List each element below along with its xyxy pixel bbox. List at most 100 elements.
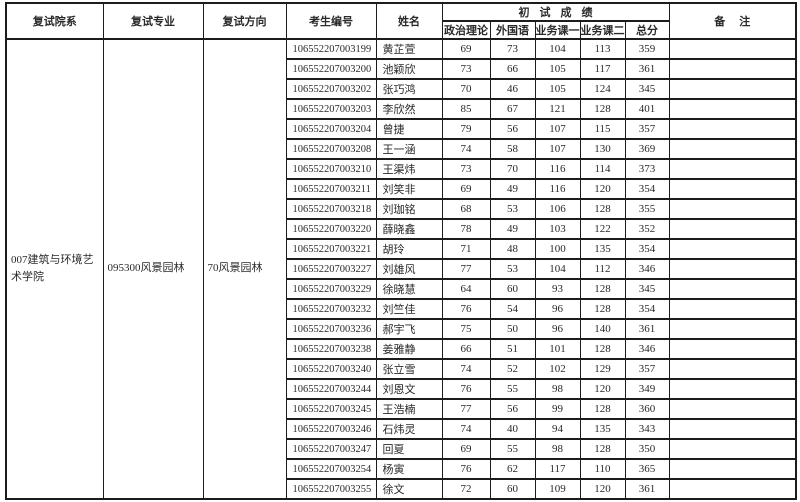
table-row: 106552207003229 徐晓慧 64 60 93 128 345 — [6, 278, 797, 300]
candidate-no-cell: 106552207003229 — [285, 278, 377, 300]
name-cell: 姜雅静 — [375, 338, 443, 360]
total-score-cell: 346 — [624, 338, 670, 360]
name-cell: 刘笑非 — [375, 178, 443, 200]
table-row: 106552207003236 郝宇飞 75 50 96 140 361 — [6, 318, 797, 340]
foreign-language-score-cell: 49 — [489, 178, 536, 200]
politics-score-cell: 77 — [441, 258, 491, 280]
foreign-language-score-cell: 54 — [489, 298, 536, 320]
remark-cell — [668, 318, 797, 340]
candidate-no-cell: 106552207003254 — [285, 458, 377, 480]
name-cell: 王渠炜 — [375, 158, 443, 180]
politics-score-cell: 77 — [441, 398, 491, 420]
total-score-cell: 361 — [624, 478, 670, 500]
remark-cell — [668, 58, 797, 80]
foreign-language-score-cell: 48 — [489, 238, 536, 260]
remark-cell — [668, 98, 797, 120]
name-cell: 李欣然 — [375, 98, 443, 120]
total-score-cell: 354 — [624, 298, 670, 320]
politics-score-cell: 70 — [441, 78, 491, 100]
politics-score-cell: 79 — [441, 118, 491, 140]
course1-score-cell: 107 — [534, 138, 581, 160]
total-score-cell: 361 — [624, 58, 670, 80]
politics-score-cell: 85 — [441, 98, 491, 120]
politics-score-cell: 72 — [441, 478, 491, 500]
candidate-no-cell: 106552207003246 — [285, 418, 377, 440]
foreign-language-score-cell: 55 — [489, 378, 536, 400]
course1-score-cell: 98 — [534, 378, 581, 400]
table-row: 106552207003238 姜雅静 66 51 101 128 346 — [6, 338, 797, 360]
course2-score-cell: 135 — [579, 418, 626, 440]
candidate-no-cell: 106552207003221 — [285, 238, 377, 260]
course1-score-cell: 104 — [534, 258, 581, 280]
remark-cell — [668, 178, 797, 200]
table-row: 106552207003254 杨寅 76 62 117 110 365 — [6, 458, 797, 480]
politics-score-cell: 78 — [441, 218, 491, 240]
foreign-language-score-cell: 62 — [489, 458, 536, 480]
candidate-no-cell: 106552207003240 — [285, 358, 377, 380]
foreign-language-score-cell: 70 — [489, 158, 536, 180]
politics-score-cell: 73 — [441, 58, 491, 80]
name-cell: 曾捷 — [375, 118, 443, 140]
candidate-no-cell: 106552207003204 — [285, 118, 377, 140]
total-score-cell: 349 — [624, 378, 670, 400]
name-cell: 刘雄风 — [375, 258, 443, 280]
politics-score-cell: 76 — [441, 458, 491, 480]
remark-cell — [668, 38, 797, 60]
total-score-cell: 355 — [624, 198, 670, 220]
total-score-cell: 343 — [624, 418, 670, 440]
course2-score-cell: 115 — [579, 118, 626, 140]
course1-score-cell: 116 — [534, 178, 581, 200]
col-header-course2: 业务课二 — [579, 20, 626, 40]
total-score-cell: 359 — [624, 38, 670, 60]
foreign-language-score-cell: 40 — [489, 418, 536, 440]
table-row: 106552207003232 刘竺佳 76 54 96 128 354 — [6, 298, 797, 320]
name-cell: 张巧鸿 — [375, 78, 443, 100]
table-row: 007建筑与环境艺术学院 095300风景园林 70风景园林 106552207003… — [5, 38, 797, 500]
course1-score-cell: 94 — [534, 418, 581, 440]
col-header-candidate-no: 考生编号 — [285, 2, 377, 40]
total-score-cell: 373 — [624, 158, 670, 180]
remark-cell — [668, 338, 797, 360]
remark-cell — [668, 278, 797, 300]
col-header-initial-scores-group: 初试成绩 — [441, 2, 670, 22]
total-score-cell: 352 — [624, 218, 670, 240]
remark-cell — [668, 78, 797, 100]
course2-score-cell: 114 — [579, 158, 626, 180]
candidate-no-cell: 106552207003211 — [285, 178, 377, 200]
total-score-cell: 365 — [624, 458, 670, 480]
total-score-cell: 360 — [624, 398, 670, 420]
remark-cell — [668, 378, 797, 400]
politics-score-cell: 76 — [441, 298, 491, 320]
name-cell: 薛晓鑫 — [375, 218, 443, 240]
col-header-total: 总分 — [624, 20, 670, 40]
candidate-no-cell: 106552207003202 — [285, 78, 377, 100]
politics-score-cell: 71 — [441, 238, 491, 260]
remark-cell — [668, 478, 797, 500]
table-row: 106552207003227 刘雄风 77 53 104 112 346 — [6, 258, 797, 280]
foreign-language-score-cell: 50 — [489, 318, 536, 340]
candidate-no-cell: 106552207003203 — [285, 98, 377, 120]
remark-cell — [668, 418, 797, 440]
table-row: 106552207003208 王一涵 74 58 107 130 369 — [6, 138, 797, 160]
course2-score-cell: 120 — [579, 178, 626, 200]
course1-score-cell: 102 — [534, 358, 581, 380]
foreign-language-score-cell: 60 — [489, 278, 536, 300]
remark-cell — [668, 118, 797, 140]
course1-score-cell: 107 — [534, 118, 581, 140]
total-score-cell: 350 — [624, 438, 670, 460]
name-cell: 胡玲 — [375, 238, 443, 260]
course1-score-cell: 96 — [534, 318, 581, 340]
candidate-no-cell: 106552207003236 — [285, 318, 377, 340]
table-row: 106552207003204 曾捷 79 56 107 115 357 — [6, 118, 797, 140]
name-cell: 徐晓慧 — [375, 278, 443, 300]
remark-cell — [668, 258, 797, 280]
header-row-sub: 政治理论 外国语 业务课一 业务课二 总分 — [6, 20, 796, 40]
total-score-cell: 345 — [624, 78, 670, 100]
score-table: 复试院系 复试专业 复试方向 考生编号 姓名 初试成绩 备注 政治理论 外国语 … — [5, 2, 797, 500]
name-cell: 池颖欣 — [375, 58, 443, 80]
course2-score-cell: 117 — [579, 58, 626, 80]
politics-score-cell: 69 — [441, 438, 491, 460]
politics-score-cell: 74 — [441, 138, 491, 160]
col-header-dept: 复试院系 — [5, 2, 104, 40]
